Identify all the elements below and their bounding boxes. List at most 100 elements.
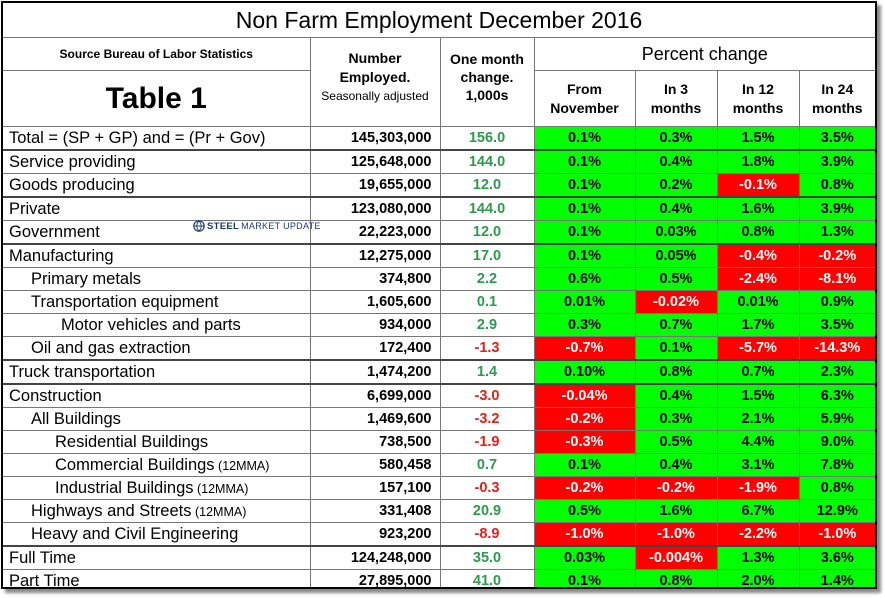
change-header-line1: One month [450,51,524,67]
percent-cell: 5.9% [799,407,875,431]
row-label-text: Construction [9,386,102,405]
table-row: Full Time 124,248,000 35.0 0.03% -0.004% 1.3%… [3,545,875,570]
employed-cell: 125,648,000 [310,149,441,174]
row-label-text: Motor vehicles and parts [61,315,241,334]
change-cell: 2.2 [440,267,535,291]
globe-icon [193,220,205,232]
percent-cell: 2.1% [717,407,800,431]
row-label: Government [3,220,311,244]
percent-cell: 0.05% [635,243,718,268]
row-label-text: Truck transportation [9,362,156,381]
row-label-text: Highways and Streets [31,501,192,520]
row-label-text: Part Time [9,571,80,589]
row-label: Residential Buildings [3,430,311,454]
percent-cell: 0.1% [534,453,636,477]
employed-cell: 331,408 [310,499,441,523]
table-row: Industrial Buildings (12MMA) 157,100 -0.3-… [3,476,875,500]
row-label: Oil and gas extraction [3,336,311,360]
row-label-note: (12MMA) [191,504,247,519]
table-row: Residential Buildings 738,500 -1.9 -0.3% 0.5… [3,430,875,454]
percent-cell: -0.1% [717,173,800,197]
change-header-line3: 1,000s [465,87,509,103]
in-24-months-header: In 24 months [799,71,875,127]
table-row: Goods producing 19,655,000 12.0 0.1% 0.2% -0.… [3,173,875,197]
percent-cell: 1.3% [799,220,875,244]
row-label-text: Service providing [9,152,136,171]
row-label: All Buildings [3,407,311,431]
percent-cell: 0.8% [635,359,718,384]
row-label: Transportation equipment [3,290,311,314]
change-cell: 144.0 [440,149,535,174]
change-cell: 1.4 [440,359,535,384]
table-row: Primary metals 374,800 2.2 0.6% 0.5% -2.4% -8.… [3,267,875,291]
percent-cell: -0.2% [534,476,636,500]
change-cell: -1.3 [440,336,535,360]
row-label: Full Time [3,545,311,570]
employed-cell: 123,080,000 [310,196,441,221]
employed-cell: 1,469,600 [310,407,441,431]
percent-cell: -0.4% [717,243,800,268]
percent-cell: 0.1% [534,149,636,174]
row-label-text: Government [9,222,100,241]
percent-cell: 0.8% [799,476,875,500]
percent-cell: 0.5% [534,499,636,523]
table-row: Oil and gas extraction 172,400 -1.3 -0.7% 0.… [3,336,875,360]
number-header-line2: Employed. [339,69,411,85]
logo-market-update-text: MARKET UPDATE [241,221,321,231]
percent-cell: 0.4% [635,383,718,408]
one-month-change-header: One month change. 1,000s [440,37,535,127]
percent-cell: 2.0% [717,569,800,587]
percent-cell: 0.5% [635,430,718,454]
percent-cell: 0.1% [534,569,636,587]
percent-cell: 4.4% [717,430,800,454]
percent-cell: 0.01% [717,290,800,314]
row-label-text: Primary metals [31,269,142,288]
percent-change-header: Percent change [534,37,875,71]
percent-cell: 3.5% [799,126,875,150]
number-header-line3: Seasonally adjusted [321,89,429,103]
number-header-line1: Number [348,50,402,66]
row-label: Primary metals [3,267,311,291]
percent-cell: 0.1% [534,196,636,221]
percent-cell: 7.8% [799,453,875,477]
change-cell: -3.2 [440,407,535,431]
row-label: Commercial Buildings (12MMA) [3,453,311,477]
change-cell: 17.0 [440,243,535,268]
percent-cell: 1.5% [717,383,800,408]
table-row: Private 123,080,000 144.0 0.1% 0.4% 1.6% 3.9% [3,196,875,221]
table-title: Non Farm Employment December 2016 [3,3,875,38]
employed-cell: 12,275,000 [310,243,441,268]
percent-cell: 0.7% [635,313,718,337]
row-label-text: Manufacturing [9,246,114,265]
percent-cell: -1.9% [717,476,800,500]
row-label-text: Oil and gas extraction [31,338,191,357]
employed-cell: 19,655,000 [310,173,441,197]
row-label-text: Transportation equipment [31,292,219,311]
percent-cell: -14.3% [799,336,875,360]
percent-cell: 0.1% [534,173,636,197]
change-cell: 41.0 [440,569,535,587]
table-row: Government 22,223,000 12.0 0.1% 0.03% 0.8% 1.3… [3,220,875,244]
row-label: Private [3,196,311,221]
table-row: Construction 6,699,000 -3.0 -0.04% 0.4% 1.5% 6… [3,383,875,408]
employed-cell: 145,303,000 [310,126,441,150]
row-label-text: Residential Buildings [55,432,209,451]
employed-cell: 923,200 [310,522,441,546]
table-row: Commercial Buildings (12MMA) 580,458 0.7 0.… [3,453,875,477]
change-cell: 2.9 [440,313,535,337]
percent-cell: -2.2% [717,522,800,546]
percent-cell: 3.9% [799,196,875,221]
percent-cell: -1.0% [534,522,636,546]
row-label-text: Commercial Buildings [55,455,215,474]
employed-cell: 27,895,000 [310,569,441,587]
source-note: Source Bureau of Labor Statistics [3,37,311,71]
in24-header-line1: In 24 [821,80,854,97]
percent-cell: 1.8% [717,149,800,174]
percent-cell: -8.1% [799,267,875,291]
table-row: Part Time 27,895,000 41.0 0.1% 0.8% 2.0% 1.4% [3,569,875,589]
change-header-line2: change. [460,69,514,85]
row-label: Highways and Streets (12MMA) [3,499,311,523]
table-row: Heavy and Civil Engineering 923,200 -8.9 -1… [3,522,875,546]
percent-cell: 1.3% [717,545,800,570]
in3-header-line2: months [650,99,702,116]
